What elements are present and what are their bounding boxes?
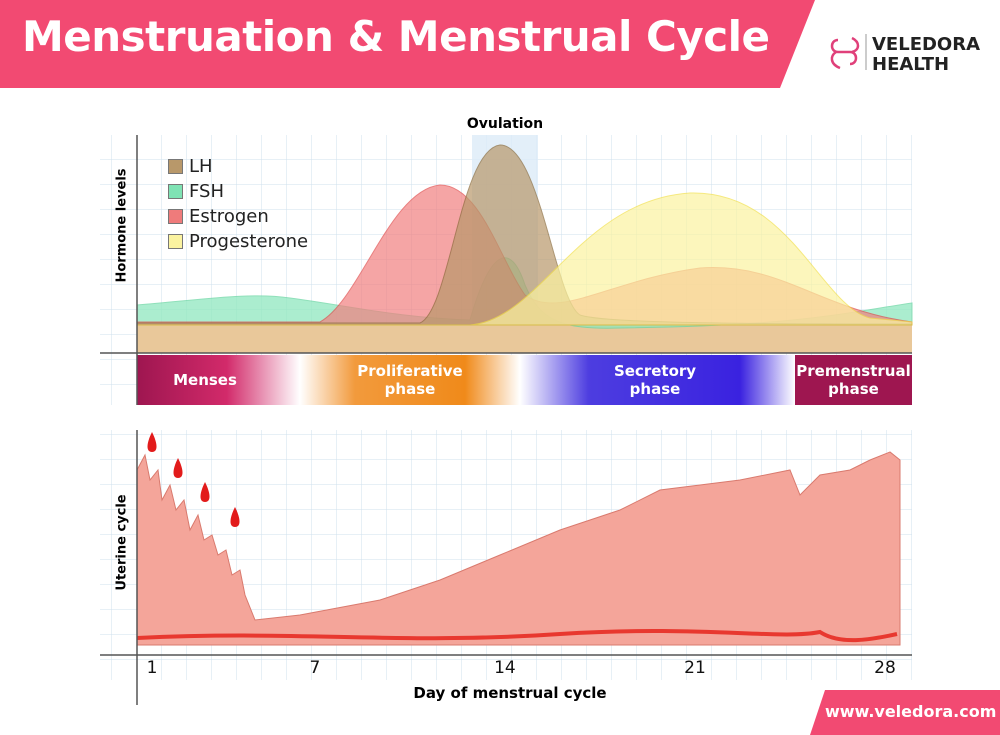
x-tick-label: 14 bbox=[494, 658, 516, 678]
brand: HEALTH bbox=[872, 54, 950, 75]
x-tick-label: 7 bbox=[309, 658, 321, 678]
annotation: Ovulation bbox=[466, 116, 544, 132]
y-label: Hormone levels bbox=[114, 168, 130, 283]
legend-label: FSH bbox=[189, 181, 224, 202]
x-tick-label: 21 bbox=[684, 658, 706, 678]
legend-swatch bbox=[168, 184, 183, 199]
phase-label: Proliferative phase bbox=[357, 362, 463, 398]
phase-bar bbox=[520, 355, 795, 405]
url-badge bbox=[810, 690, 1000, 735]
phase-bar bbox=[300, 355, 520, 405]
phase-label: Premenstrual phase bbox=[796, 362, 911, 398]
x-tick-label: 28 bbox=[874, 658, 896, 678]
vessel bbox=[136, 629, 898, 643]
legend-label: Progesterone bbox=[189, 231, 309, 252]
phase-bar bbox=[137, 355, 300, 405]
x-tick-label: 1 bbox=[146, 658, 158, 678]
legend-swatch bbox=[168, 209, 183, 224]
legend-label: Estrogen bbox=[189, 206, 269, 227]
phase-label: Menses bbox=[173, 371, 237, 389]
url: www.veledora.com bbox=[825, 702, 997, 721]
logo bbox=[830, 36, 860, 70]
legend-item: Estrogen bbox=[168, 206, 269, 227]
legend-item: LH bbox=[168, 156, 213, 177]
title: Menstruation & Menstrual Cycle bbox=[22, 12, 770, 61]
legend-swatch bbox=[168, 159, 183, 174]
x-label: Day of menstrual cycle bbox=[413, 684, 607, 702]
banner bbox=[0, 0, 815, 88]
y-label: Uterine cycle bbox=[114, 494, 130, 591]
phase-label: Secretory phase bbox=[613, 362, 697, 398]
legend-label: LH bbox=[189, 156, 213, 177]
legend-item: FSH bbox=[168, 181, 224, 202]
phase-bar bbox=[795, 355, 912, 405]
brand: VELEDORA bbox=[872, 34, 981, 55]
baseline-area bbox=[137, 325, 912, 353]
endometrium bbox=[136, 451, 901, 646]
legend-item: Progesterone bbox=[168, 231, 308, 252]
blood-drops bbox=[147, 432, 240, 527]
progesterone-curve bbox=[137, 192, 913, 326]
legend-swatch bbox=[168, 234, 183, 249]
